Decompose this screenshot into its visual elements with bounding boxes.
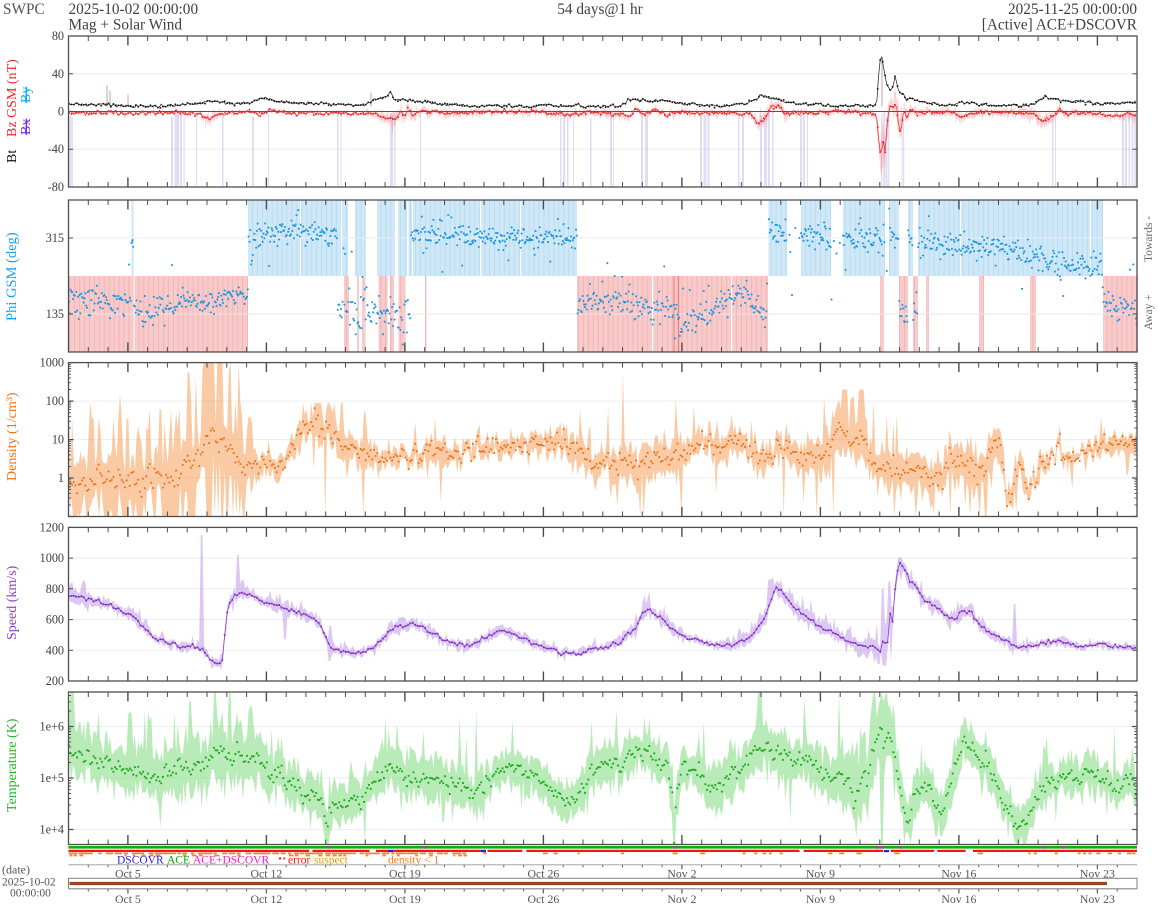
svg-text:Nov 2: Nov 2 (667, 892, 696, 905)
svg-text:Towards -: Towards - (1143, 216, 1155, 262)
svg-text:1e+5: 1e+5 (40, 771, 64, 785)
svg-text:1e+6: 1e+6 (40, 720, 64, 734)
svg-text:00:00:00: 00:00:00 (10, 888, 51, 900)
svg-text:40: 40 (52, 67, 64, 81)
svg-text:Oct 26: Oct 26 (528, 866, 560, 880)
svg-text:135: 135 (46, 307, 64, 321)
svg-text:10: 10 (52, 433, 64, 447)
svg-text:(date): (date) (2, 863, 30, 877)
svg-text:Oct 26: Oct 26 (528, 892, 560, 905)
svg-text:Nov 16: Nov 16 (941, 866, 976, 880)
svg-text:80: 80 (52, 29, 64, 43)
svg-text:Speed (km/s): Speed (km/s) (5, 565, 20, 640)
svg-text:Phi GSM (deg): Phi GSM (deg) (4, 232, 20, 321)
svg-text:1200: 1200 (40, 520, 64, 534)
svg-text:Bt: Bt (5, 150, 20, 163)
svg-text:ACE: ACE (167, 855, 190, 867)
svg-text:2025-11-25 00:00:00: 2025-11-25 00:00:00 (1008, 1, 1137, 18)
svg-text:Temperature (K): Temperature (K) (5, 718, 20, 812)
svg-text:density < 1: density < 1 (388, 855, 439, 867)
svg-text:800: 800 (46, 582, 64, 596)
svg-text:-40: -40 (48, 142, 64, 156)
svg-text:200: 200 (46, 674, 64, 688)
svg-text:1000: 1000 (40, 551, 64, 565)
svg-text:Nov 9: Nov 9 (806, 892, 835, 905)
svg-text:0: 0 (58, 105, 64, 119)
svg-text:315: 315 (46, 231, 64, 245)
svg-text:2025-10-02 00:00:00: 2025-10-02 00:00:00 (69, 1, 199, 18)
svg-text:By: By (19, 87, 34, 103)
svg-text:54 days@1 hr: 54 days@1 hr (557, 1, 642, 18)
svg-text:100: 100 (46, 394, 64, 408)
svg-text:600: 600 (46, 613, 64, 627)
svg-text:Oct 12: Oct 12 (251, 892, 283, 905)
svg-text:Nov 23: Nov 23 (1080, 866, 1115, 880)
svg-text:Oct 19: Oct 19 (389, 892, 421, 905)
svg-text:ACE+DSCOVR: ACE+DSCOVR (193, 855, 269, 867)
svg-text:Nov 2: Nov 2 (667, 866, 696, 880)
svg-text:error: error (288, 855, 311, 867)
svg-text:Oct 5: Oct 5 (115, 866, 141, 880)
svg-text:Bz GSM (nT): Bz GSM (nT) (5, 59, 20, 137)
svg-text:400: 400 (46, 643, 64, 657)
svg-text:Bx: Bx (19, 119, 34, 135)
svg-text:1e+4: 1e+4 (40, 823, 64, 837)
svg-text:1000: 1000 (40, 356, 64, 370)
svg-text:Nov 9: Nov 9 (806, 866, 835, 880)
svg-text:Oct 5: Oct 5 (115, 892, 141, 905)
svg-text:2025-10-02: 2025-10-02 (2, 877, 56, 889)
svg-text:[Active] ACE+DSCOVR: [Active] ACE+DSCOVR (982, 17, 1138, 34)
svg-text:SWPC: SWPC (3, 1, 45, 18)
svg-text:DSCOVR: DSCOVR (117, 855, 164, 867)
svg-text:Mag + Solar Wind: Mag + Solar Wind (69, 17, 183, 34)
svg-text:Oct 19: Oct 19 (389, 866, 421, 880)
svg-text:suspect: suspect (314, 855, 349, 867)
svg-text:-80: -80 (48, 180, 64, 194)
svg-text:Nov 16: Nov 16 (941, 892, 976, 905)
svg-text:Density (1/cm³): Density (1/cm³) (5, 392, 20, 481)
svg-text:Nov 23: Nov 23 (1080, 892, 1115, 905)
svg-text:Oct 12: Oct 12 (251, 866, 283, 880)
svg-text:1: 1 (58, 471, 64, 485)
svg-text:Away +: Away + (1143, 294, 1155, 330)
